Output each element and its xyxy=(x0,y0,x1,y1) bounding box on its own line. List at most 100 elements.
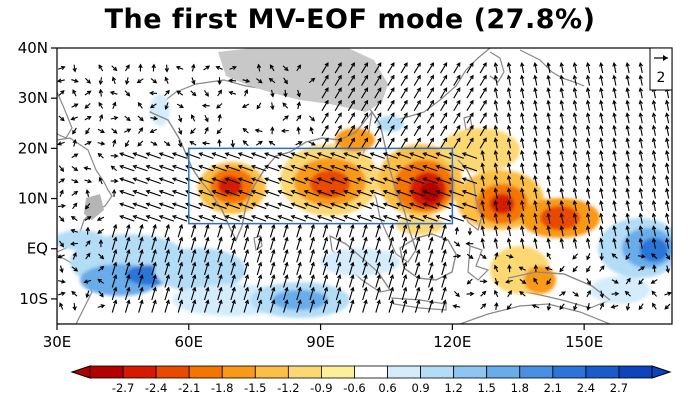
wind-vector-head xyxy=(456,112,461,117)
wind-vector xyxy=(587,138,591,149)
wind-vector-head xyxy=(665,174,670,180)
wind-vector-head xyxy=(270,105,275,111)
wind-vector-head xyxy=(546,137,551,143)
wind-vector xyxy=(428,262,433,276)
wind-vector xyxy=(251,165,267,172)
wind-vector xyxy=(120,177,135,184)
wind-vector-head xyxy=(297,236,302,242)
wind-vector-head xyxy=(533,174,538,180)
wind-vector-head xyxy=(231,249,236,254)
wind-vector xyxy=(330,165,346,172)
tibetan-plateau xyxy=(218,48,388,112)
wind-vector-head xyxy=(585,200,591,205)
wind-vector-head xyxy=(119,152,124,157)
lon-tick-label: 150E xyxy=(565,333,603,351)
wind-vector-head xyxy=(112,299,118,304)
wind-vector-head xyxy=(572,212,578,218)
wind-vector-head xyxy=(171,152,177,157)
wind-vector-head xyxy=(409,152,414,157)
wind-vector-head xyxy=(519,290,524,296)
wind-vector-head xyxy=(422,152,427,157)
colorbar-tick-label: -0.6 xyxy=(343,381,365,395)
wind-vector xyxy=(291,190,306,197)
wind-vector-head xyxy=(231,274,236,279)
wind-vector-head xyxy=(356,164,362,169)
wind-vector-head xyxy=(638,74,643,80)
wind-vector-head xyxy=(126,116,131,122)
wind-vector xyxy=(507,75,511,86)
wind-vector-head xyxy=(546,225,551,230)
wind-vector xyxy=(587,125,591,136)
wind-vector xyxy=(111,275,117,288)
wind-vector xyxy=(309,249,315,263)
wind-vector xyxy=(159,177,175,184)
wind-vector xyxy=(330,177,346,184)
wind-vector-head xyxy=(612,225,617,230)
wind-vector-head xyxy=(667,291,672,296)
wind-vector-head xyxy=(218,236,223,242)
wind-vector-head xyxy=(559,187,564,193)
wind-vector-head xyxy=(350,99,355,105)
wind-vector-head xyxy=(430,112,434,117)
wind-vector xyxy=(151,237,157,250)
wind-vector-head xyxy=(271,223,276,229)
wind-vector-head xyxy=(638,162,643,168)
wind-vector-head xyxy=(506,200,512,205)
wind-vector-head xyxy=(211,164,217,169)
wind-vector xyxy=(666,188,670,199)
wind-vector-head xyxy=(533,212,538,218)
wind-vector-head xyxy=(665,225,670,230)
wind-vector xyxy=(370,165,385,172)
wind-vector-head xyxy=(257,261,263,267)
wind-vector xyxy=(440,100,448,112)
colorbar-segment xyxy=(486,365,521,379)
wind-vector-head xyxy=(416,112,421,117)
wind-vector-head xyxy=(264,164,269,169)
wind-vector xyxy=(453,100,461,112)
wind-vector-head xyxy=(506,187,512,193)
wind-vector xyxy=(251,177,267,184)
wind-vector-head xyxy=(625,87,630,92)
wind-vector xyxy=(521,75,525,86)
wind-vector-head xyxy=(152,249,157,254)
wind-vector-head xyxy=(132,164,138,169)
wind-vector-head xyxy=(369,202,375,207)
wind-vector xyxy=(322,300,328,313)
wind-vector xyxy=(374,138,382,149)
wind-vector-head xyxy=(145,177,151,182)
wind-vector xyxy=(296,287,301,301)
wind-vector-head xyxy=(192,223,197,229)
wind-vector-head xyxy=(585,62,591,67)
wind-vector-head xyxy=(323,223,329,229)
wind-vector-head xyxy=(430,87,434,92)
wind-vector-head xyxy=(506,149,512,155)
wind-vector-head xyxy=(324,62,329,67)
wind-vector-head xyxy=(402,299,408,304)
wind-vector-head xyxy=(599,137,604,143)
wind-vector-head xyxy=(493,149,499,155)
wind-vector-head xyxy=(86,90,92,95)
wind-vector xyxy=(626,226,630,237)
wind-vector xyxy=(652,125,656,136)
wind-vector xyxy=(212,165,227,172)
wind-vector xyxy=(164,300,170,313)
wind-vector xyxy=(296,300,301,313)
wind-vector xyxy=(414,287,420,301)
wind-vector xyxy=(400,75,408,86)
wind-vector-head xyxy=(264,189,269,195)
wind-vector-head xyxy=(284,274,289,279)
wind-vector xyxy=(600,213,604,224)
wind-vector-head xyxy=(612,187,617,193)
wind-vector xyxy=(494,63,498,74)
wind-vector-head xyxy=(268,77,274,83)
wind-vector xyxy=(172,152,188,159)
wind-vector-head xyxy=(190,129,195,135)
shading-blob xyxy=(218,176,242,196)
wind-vector-head xyxy=(456,99,461,105)
wind-vector-head xyxy=(572,225,578,230)
wind-vector-head xyxy=(256,63,262,69)
wind-vector xyxy=(587,226,591,237)
wind-vector xyxy=(321,125,329,137)
wind-vector-head xyxy=(651,212,657,218)
wind-vector-head xyxy=(290,164,296,169)
